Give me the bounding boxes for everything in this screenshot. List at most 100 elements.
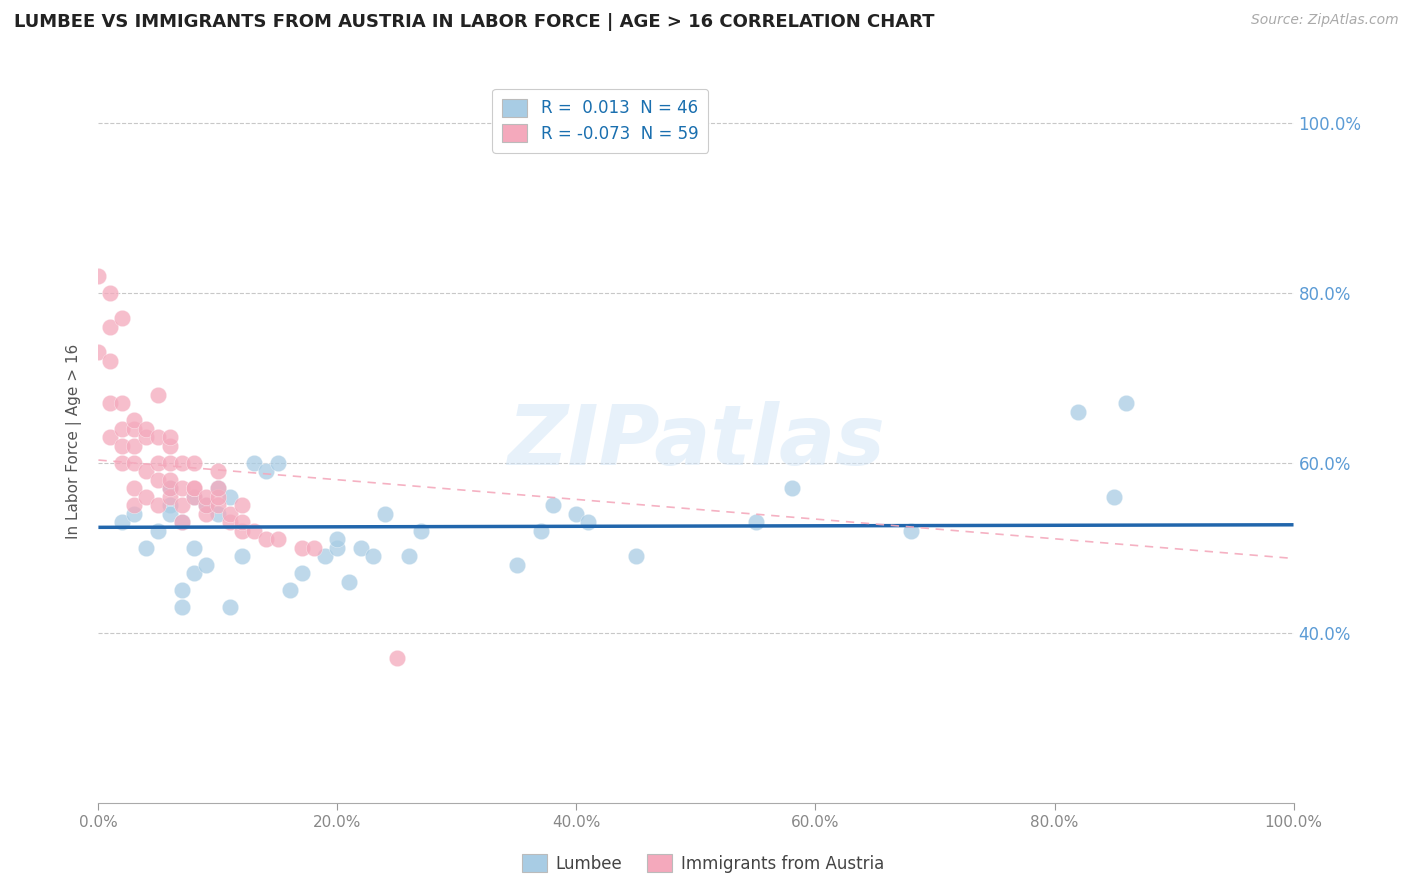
Point <box>219 516 242 530</box>
Point <box>385 651 409 665</box>
Point <box>541 498 564 512</box>
Point <box>278 583 301 598</box>
Point <box>148 524 170 538</box>
Point <box>148 473 170 487</box>
Point <box>231 516 253 530</box>
Point <box>98 353 122 368</box>
Point <box>291 566 314 581</box>
Point <box>183 566 205 581</box>
Point <box>195 498 218 512</box>
Point <box>183 456 205 470</box>
Text: ZIPatlas: ZIPatlas <box>508 401 884 482</box>
Point <box>159 456 181 470</box>
Point <box>98 285 122 300</box>
Point <box>148 498 170 512</box>
Point <box>243 524 266 538</box>
Point <box>172 600 194 615</box>
Point <box>135 430 157 444</box>
Point <box>207 481 229 495</box>
Point <box>267 456 290 470</box>
Point <box>219 490 242 504</box>
Point <box>111 456 134 470</box>
Point <box>195 490 218 504</box>
Point <box>183 481 205 495</box>
Point <box>124 413 146 427</box>
Point <box>1067 405 1090 419</box>
Point <box>124 498 146 512</box>
Point <box>243 456 266 470</box>
Point <box>172 516 194 530</box>
Point <box>159 481 181 495</box>
Point <box>111 396 134 410</box>
Point <box>326 541 349 555</box>
Point <box>87 268 110 283</box>
Point <box>87 345 110 359</box>
Point <box>1104 490 1126 504</box>
Point <box>183 541 205 555</box>
Point <box>148 456 170 470</box>
Point <box>148 430 170 444</box>
Point <box>111 439 134 453</box>
Point <box>159 490 181 504</box>
Point <box>231 524 253 538</box>
Point <box>124 456 146 470</box>
Text: LUMBEE VS IMMIGRANTS FROM AUSTRIA IN LABOR FORCE | AGE > 16 CORRELATION CHART: LUMBEE VS IMMIGRANTS FROM AUSTRIA IN LAB… <box>14 13 935 31</box>
Point <box>172 498 194 512</box>
Point <box>111 516 134 530</box>
Y-axis label: In Labor Force | Age > 16: In Labor Force | Age > 16 <box>66 344 83 539</box>
Point <box>172 481 194 495</box>
Point <box>745 516 768 530</box>
Point <box>207 507 229 521</box>
Point <box>183 490 205 504</box>
Point <box>183 481 205 495</box>
Point <box>135 464 157 478</box>
Point <box>124 422 146 436</box>
Point <box>231 498 253 512</box>
Point <box>172 456 194 470</box>
Point <box>111 422 134 436</box>
Point <box>900 524 922 538</box>
Point <box>302 541 325 555</box>
Point <box>219 507 242 521</box>
Point <box>135 541 157 555</box>
Point <box>530 524 553 538</box>
Point <box>159 430 181 444</box>
Point <box>363 549 385 564</box>
Point <box>195 498 218 512</box>
Point <box>350 541 373 555</box>
Point <box>207 481 229 495</box>
Point <box>291 541 314 555</box>
Point <box>626 549 648 564</box>
Point <box>231 549 253 564</box>
Point <box>339 574 361 589</box>
Point <box>172 583 194 598</box>
Point <box>398 549 420 564</box>
Point <box>98 396 122 410</box>
Point <box>135 422 157 436</box>
Legend: Lumbee, Immigrants from Austria: Lumbee, Immigrants from Austria <box>516 847 890 880</box>
Point <box>159 473 181 487</box>
Point <box>159 439 181 453</box>
Point <box>219 600 242 615</box>
Point <box>124 481 146 495</box>
Point <box>780 481 803 495</box>
Legend: R =  0.013  N = 46, R = -0.073  N = 59: R = 0.013 N = 46, R = -0.073 N = 59 <box>492 88 709 153</box>
Point <box>315 549 337 564</box>
Point <box>195 558 218 572</box>
Point <box>148 388 170 402</box>
Point <box>565 507 588 521</box>
Point <box>1115 396 1137 410</box>
Text: Source: ZipAtlas.com: Source: ZipAtlas.com <box>1251 13 1399 28</box>
Point <box>254 464 277 478</box>
Point <box>159 507 181 521</box>
Point <box>183 490 205 504</box>
Point <box>124 507 146 521</box>
Point <box>172 516 194 530</box>
Point <box>98 319 122 334</box>
Point <box>411 524 433 538</box>
Point <box>207 490 229 504</box>
Point <box>124 439 146 453</box>
Point <box>254 533 277 547</box>
Point <box>207 498 229 512</box>
Point <box>98 430 122 444</box>
